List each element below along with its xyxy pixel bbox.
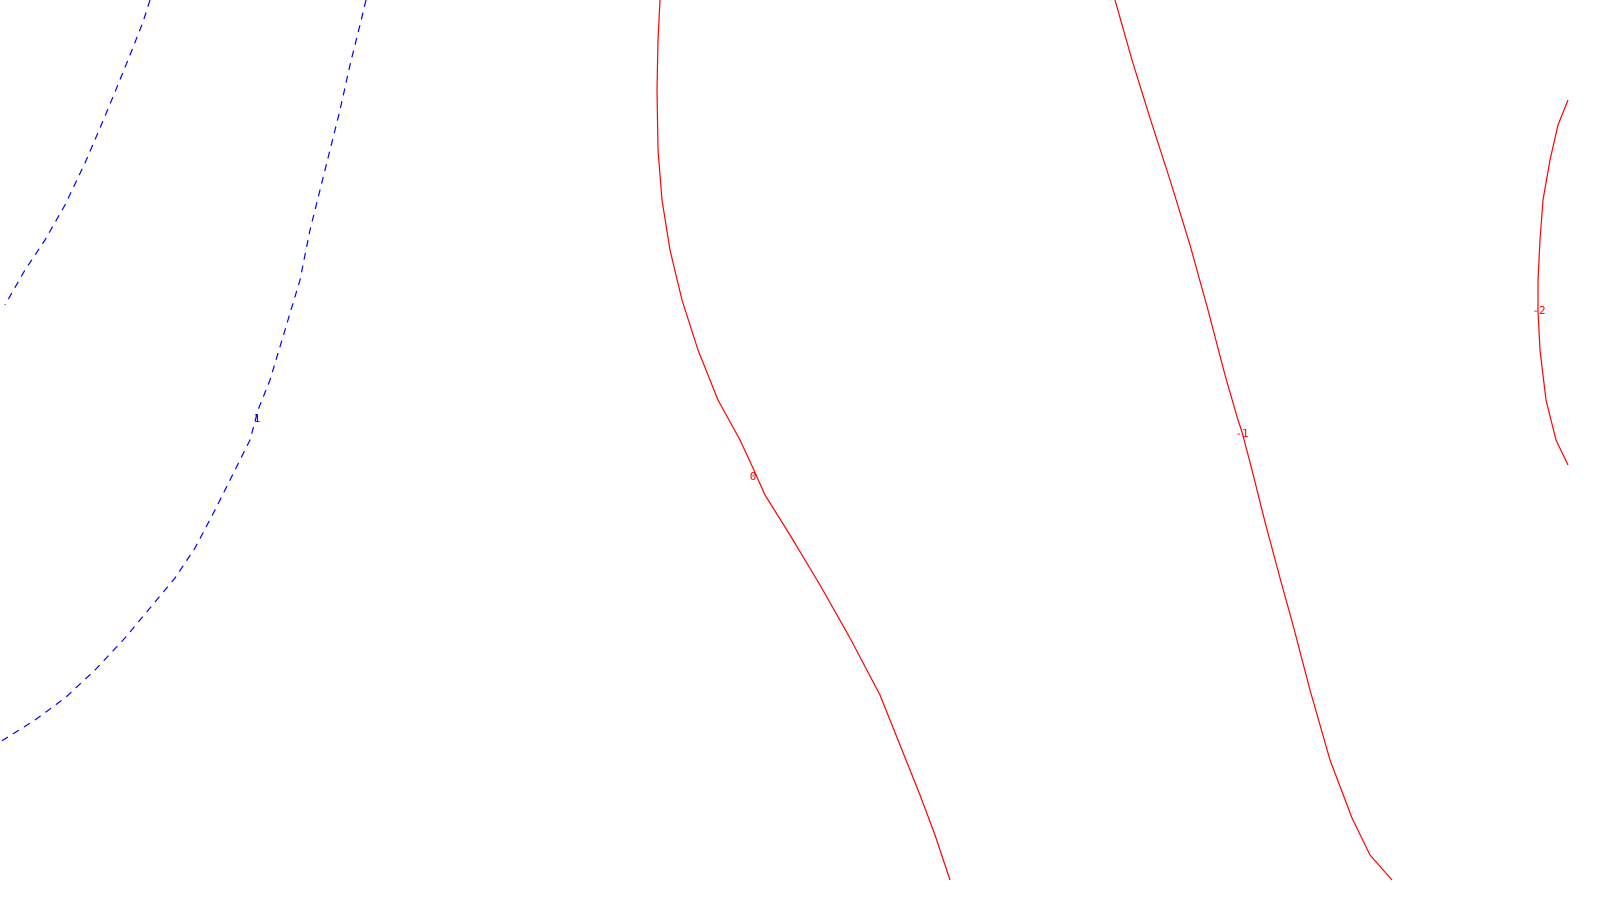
contour-path <box>4 0 151 306</box>
contour-line-level-1-outer <box>4 0 151 306</box>
contour-line-level-0: 0 <box>656 0 951 881</box>
contour-path <box>1114 0 1393 881</box>
contour-path <box>0 0 367 743</box>
contour-path <box>656 0 951 881</box>
contour-label: -1 <box>1235 427 1248 440</box>
contour-line-level-1-inner: 1 <box>0 0 367 743</box>
contour-path <box>1537 99 1569 466</box>
contour-line-level-minus-1: -1 <box>1114 0 1393 881</box>
contour-label: 0 <box>750 470 757 483</box>
contour-label: 1 <box>254 412 261 425</box>
contour-line-level-minus-2: -2 <box>1532 99 1569 466</box>
contour-label: -2 <box>1532 304 1545 317</box>
